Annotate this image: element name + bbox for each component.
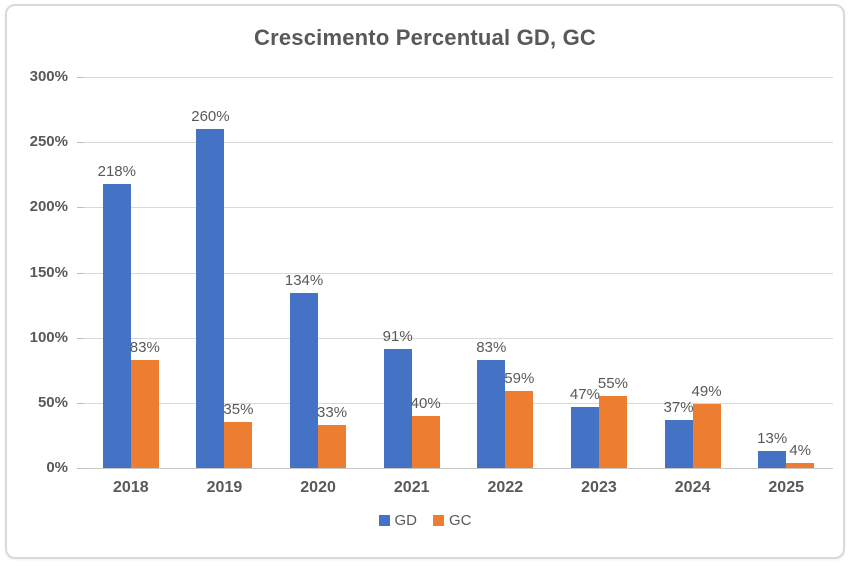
data-label-gc-2021: 40% <box>410 394 441 412</box>
data-label-gc-2020: 33% <box>317 403 348 421</box>
data-label-gc-2019: 35% <box>223 401 254 419</box>
data-label-gd-2021: 91% <box>382 328 413 346</box>
data-label-gd-2019: 260% <box>191 108 230 126</box>
gridline-200 <box>84 207 833 209</box>
bar-gd-2022 <box>477 359 506 468</box>
y-axis-label: 250% <box>29 133 68 151</box>
bar-gc-2023 <box>598 396 627 468</box>
legend-label-gd: GD <box>394 512 418 529</box>
bar-gc-2021 <box>411 415 440 468</box>
chart-title: Crescimento Percentual GD, GC <box>253 25 596 50</box>
x-axis-label-2022: 2022 <box>487 479 524 496</box>
y-axis-label: 0% <box>46 459 68 476</box>
data-label-gc-2025: 4% <box>789 441 812 459</box>
bar-gc-2019 <box>224 422 253 468</box>
bar-gc-2025 <box>786 462 815 468</box>
data-label-gc-2023: 55% <box>597 375 628 393</box>
gridline-50 <box>84 402 833 404</box>
chart-border <box>5 4 845 559</box>
data-label-gc-2018: 83% <box>129 338 160 356</box>
x-axis-label-2018: 2018 <box>113 479 149 496</box>
bar-gd-2018 <box>102 183 131 468</box>
x-axis-label-2020: 2020 <box>300 479 336 496</box>
y-axis-tick <box>77 402 84 404</box>
legend-swatch-icon-gd <box>378 515 390 526</box>
x-axis-label-2021: 2021 <box>393 479 430 496</box>
bar-gd-2020 <box>290 293 319 468</box>
x-axis-label-2023: 2023 <box>581 479 617 496</box>
gridline-100 <box>84 337 833 339</box>
y-axis-label: 200% <box>29 198 68 216</box>
legend-label-gc: GC <box>449 512 472 529</box>
y-axis-label: 150% <box>29 263 68 281</box>
y-axis-tick <box>77 207 84 209</box>
bar-gd-2021 <box>383 349 412 468</box>
y-axis-label: 100% <box>29 328 68 346</box>
bar-gc-2022 <box>505 391 534 468</box>
data-label-gd-2020: 134% <box>284 272 324 290</box>
data-label-gd-2018: 218% <box>97 162 136 180</box>
y-axis-tick <box>77 272 84 274</box>
x-axis-label-2025: 2025 <box>768 479 804 496</box>
y-axis-label: 50% <box>37 393 68 411</box>
bar-gc-2018 <box>130 359 159 468</box>
bar-gd-2019 <box>196 129 225 468</box>
data-label-gd-2024: 37% <box>663 398 694 416</box>
y-axis-tick <box>77 142 84 144</box>
gridline-150 <box>84 272 833 274</box>
y-axis-tick <box>77 468 84 469</box>
bar-gd-2024 <box>664 419 693 468</box>
y-axis-tick <box>77 77 84 78</box>
bar-gc-2024 <box>692 404 721 468</box>
y-axis-label: 300% <box>29 68 68 85</box>
x-axis-label-2024: 2024 <box>674 479 711 496</box>
data-label-gd-2022: 83% <box>476 338 507 356</box>
data-label-gc-2024: 49% <box>691 383 722 401</box>
bar-gd-2025 <box>758 451 787 468</box>
gridline-300 <box>84 77 833 78</box>
legend: GD GC <box>0 512 850 529</box>
y-axis-tick <box>77 337 84 339</box>
gridline-0 <box>84 468 833 469</box>
x-axis-label-2019: 2019 <box>206 479 243 496</box>
legend-item-gc: GC <box>433 512 472 529</box>
bar-gd-2023 <box>570 406 599 468</box>
legend-swatch-icon-gc <box>433 515 444 526</box>
data-label-gc-2022: 59% <box>504 370 535 388</box>
data-label-gd-2023: 47% <box>569 385 600 403</box>
data-label-gd-2025: 13% <box>757 430 788 448</box>
gridline-250 <box>84 142 833 144</box>
bar-gc-2020 <box>318 424 347 468</box>
legend-item-gd: GD <box>378 512 418 529</box>
